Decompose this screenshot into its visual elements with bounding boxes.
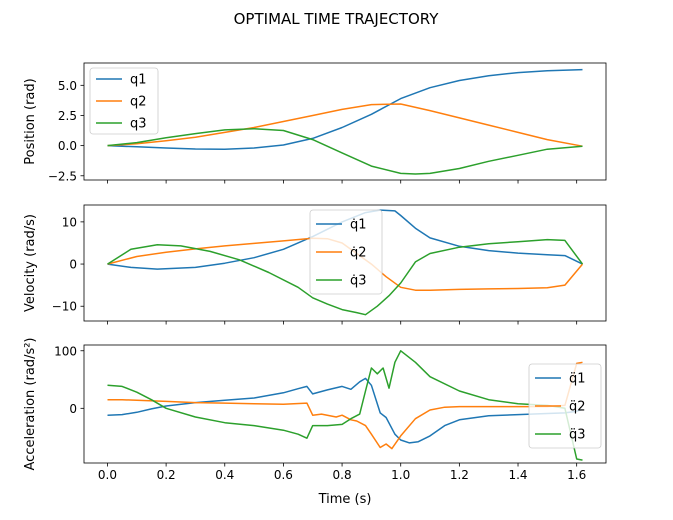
x-tick-label: 0.6 xyxy=(274,468,293,482)
x-tick-label: 1.0 xyxy=(391,468,410,482)
y-tick-label: 0 xyxy=(69,258,77,272)
y-tick-label: −2.5 xyxy=(48,169,77,183)
x-tick-label: 0.0 xyxy=(98,468,117,482)
subplot-acceleration: 0.0 0.2 0.4 0.6 0.8 1.0 1.2 1.4 1.6 0 100 Accelerat… xyxy=(23,338,607,482)
legend-label: q̈3 xyxy=(569,428,586,443)
x-axis-label: Time (s) xyxy=(318,492,372,507)
y-tick-label: 2.5 xyxy=(58,109,77,123)
legend: q̈1 q̈2 q̈3 xyxy=(528,363,602,449)
axes-frame xyxy=(83,204,607,322)
figure-title: OPTIMAL TIME TRAJECTORY xyxy=(234,10,440,28)
subplot-velocity: −10 0 10 Velocity (rad/s) q̇1 q̇2 q̇3 xyxy=(23,204,607,325)
legend: q̇1 q̇2 q̇3 xyxy=(309,209,383,295)
series-line-3 xyxy=(107,238,584,316)
legend: q1 q2 q3 xyxy=(89,67,159,135)
series-line-1 xyxy=(107,68,583,150)
axes-frame xyxy=(83,62,607,181)
x-tick-label: 1.6 xyxy=(567,468,586,482)
legend-label: q3 xyxy=(130,117,147,132)
legend-label: q̇3 xyxy=(350,274,367,289)
series-line-3 xyxy=(107,350,583,461)
legend-label: q2 xyxy=(130,95,147,110)
legend-box xyxy=(528,363,602,449)
legend-label: q̇1 xyxy=(350,218,367,233)
x-tick-label: 0.8 xyxy=(333,468,352,482)
axes-frame xyxy=(83,344,607,464)
x-tick-label: 1.2 xyxy=(450,468,469,482)
series-line-1 xyxy=(107,377,583,444)
series-line-2 xyxy=(107,103,583,147)
x-tick-label: 1.4 xyxy=(508,468,527,482)
series-line-3 xyxy=(107,127,583,175)
y-tick-label: 5.0 xyxy=(58,79,77,93)
y-tick-label: 10 xyxy=(62,215,77,229)
legend-box xyxy=(309,209,383,295)
x-tick-label: 0.2 xyxy=(157,468,176,482)
y-tick-label: 0 xyxy=(69,402,77,416)
legend-label: q̇2 xyxy=(350,246,367,261)
y-axis-label: Position (rad) xyxy=(23,78,38,164)
series-line-2 xyxy=(107,361,583,450)
x-tick-label: 0.4 xyxy=(215,468,234,482)
y-tick-label: −10 xyxy=(52,300,77,314)
legend-label: q̈1 xyxy=(569,372,586,387)
y-tick-label: 0.0 xyxy=(58,139,77,153)
y-axis-label: Acceleration (rad/s²) xyxy=(23,338,38,471)
legend-label: q1 xyxy=(130,73,147,88)
y-tick-label: 100 xyxy=(54,344,77,358)
subplot-position: −2.5 0.0 2.5 5.0 Position (rad) q1 q2 q3 xyxy=(23,62,607,184)
legend-label: q̈2 xyxy=(569,400,586,415)
subplots: −2.5 0.0 2.5 5.0 Position (rad) q1 q2 q3 −10 0 10 V… xyxy=(23,62,607,482)
legend-box xyxy=(89,67,159,135)
y-axis-label: Velocity (rad/s) xyxy=(23,214,38,312)
